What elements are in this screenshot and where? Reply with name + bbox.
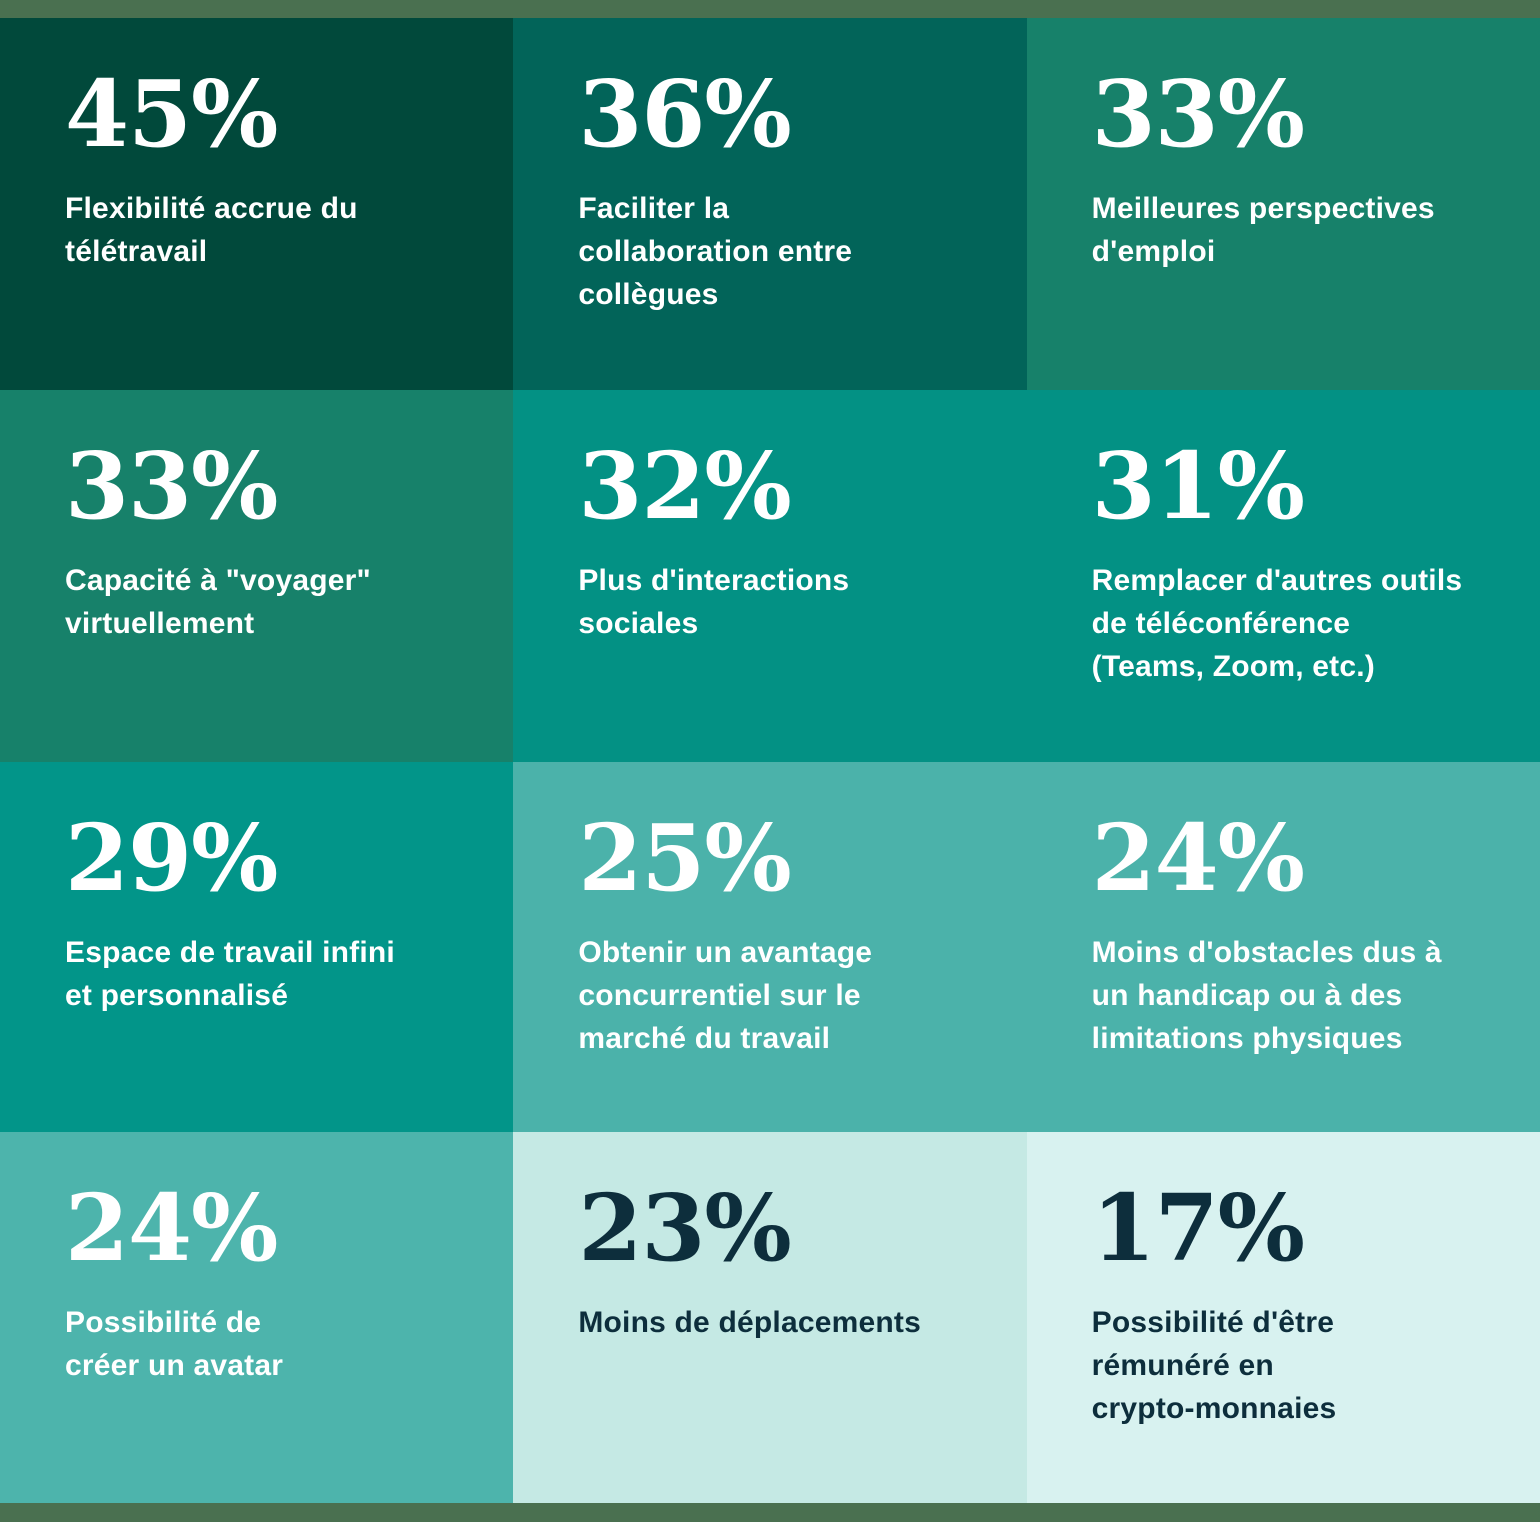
top-border-bar (0, 0, 1540, 18)
stat-label: Remplacer d'autres outils de téléconfére… (1091, 564, 1463, 683)
stat-label: Obtenir un avantage concurrentiel sur le… (578, 936, 873, 1055)
stat-value: 31% (1091, 432, 1305, 540)
stat-label: Possibilité de créer un avatar (65, 1306, 284, 1382)
stat-label: Espace de travail infini et personnalisé (65, 936, 395, 1012)
stat-value: 25% (578, 804, 791, 912)
stat-value: 32% (578, 432, 791, 540)
bottom-border-bar (0, 1503, 1540, 1522)
stat-cell: 24% Moins d'obstacles dus à un handicap … (1026, 762, 1540, 1132)
stat-cell: 24% Possibilité de créer un avatar (0, 1132, 514, 1503)
stat-label: Plus d'interactions sociales (578, 564, 850, 640)
stat-value: 23% (578, 1174, 791, 1282)
stat-cell: 31% Remplacer d'autres outils de télécon… (1026, 390, 1540, 762)
stat-cell: 23% Moins de déplacements (513, 1132, 1027, 1503)
stat-cell: 45% Flexibilité accrue du télétravail (0, 18, 514, 390)
stat-label: Capacité à "voyager" virtuellement (65, 564, 371, 640)
stat-label: Flexibilité accrue du télétravail (65, 192, 358, 268)
stats-grid: 45% Flexibilité accrue du télétravail 36… (0, 18, 1540, 1503)
stat-cell: 17% Possibilité d'être rémunéré en crypt… (1026, 1132, 1540, 1503)
stat-value: 24% (1091, 804, 1305, 912)
stat-cell: 33% Meilleures perspectives d'emploi (1026, 18, 1540, 390)
stat-cell: 33% Capacité à "voyager" virtuellement (0, 390, 514, 762)
stat-label: Faciliter la collaboration entre collègu… (578, 192, 853, 311)
stat-value: 17% (1091, 1174, 1305, 1282)
stat-value: 33% (65, 432, 278, 540)
stat-value: 45% (65, 60, 278, 168)
stat-cell: 36% Faciliter la collaboration entre col… (513, 18, 1027, 390)
stat-value: 29% (65, 804, 278, 912)
stat-value: 36% (578, 60, 791, 168)
stat-cell: 32% Plus d'interactions sociales (513, 390, 1027, 762)
stat-value: 33% (1091, 60, 1305, 168)
stat-label: Possibilité d'être rémunéré en crypto-mo… (1091, 1306, 1337, 1425)
stat-cell: 25% Obtenir un avantage concurrentiel su… (513, 762, 1027, 1132)
stat-label: Moins de déplacements (578, 1306, 921, 1339)
stat-label: Meilleures perspectives d'emploi (1091, 192, 1435, 268)
stat-cell: 29% Espace de travail infini et personna… (0, 762, 514, 1132)
stat-value: 24% (65, 1174, 278, 1282)
stat-label: Moins d'obstacles dus à un handicap ou à… (1091, 936, 1442, 1055)
